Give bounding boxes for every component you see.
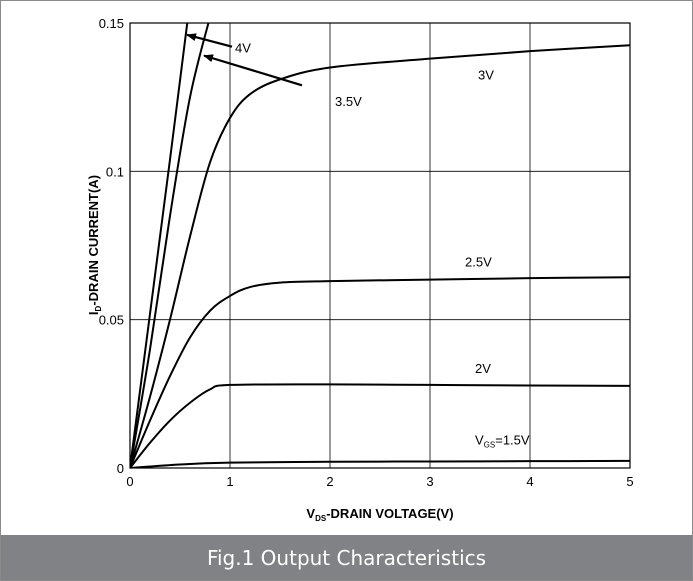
series-line-3-5v <box>130 23 210 468</box>
x-tick-label: 4 <box>526 474 533 489</box>
output-characteristics-chart: 0 1 2 3 4 5 0 0.05 0.1 0.15 VGS=1.5V 2V 2.5V 3V 4V 3.… <box>86 16 634 523</box>
annotation-label-1: 3.5V <box>335 94 362 109</box>
series-labels: VGS=1.5V 2V 2.5V 3V <box>465 67 530 449</box>
x-axis-label: VDS-DRAIN VOLTAGE(V) <box>306 506 453 523</box>
x-tick-label: 3 <box>426 474 433 489</box>
annotations: 4V 3.5V <box>186 33 362 109</box>
series-label-2v: 2V <box>475 361 491 376</box>
y-axis-label: ID-DRAIN CURRENT(A) <box>86 175 103 315</box>
y-tick-label: 0.15 <box>99 16 124 31</box>
y-tick-label: 0 <box>117 461 124 476</box>
x-tick-label: 1 <box>226 474 233 489</box>
series-line-4v <box>130 23 189 468</box>
grid <box>130 23 630 468</box>
series-line-2-5v <box>130 276 630 468</box>
figure-caption: Fig.1 Output Characteristics <box>206 545 487 570</box>
annotation-arrow-1 <box>203 54 303 87</box>
x-tick-label: 2 <box>326 474 333 489</box>
plot-area-border <box>129 22 631 469</box>
annotation-label-0: 4V <box>235 41 251 56</box>
series-line-3v <box>130 44 630 468</box>
series-line-2v <box>130 383 630 468</box>
annotation-arrow-0 <box>186 33 233 48</box>
y-tick-label: 0.05 <box>99 313 124 328</box>
series-label-v-1-5v: VGS=1.5V <box>475 432 530 449</box>
caption-bar: Fig.1 Output Characteristics <box>1 535 692 580</box>
x-tick-label: 0 <box>126 474 133 489</box>
x-tick-label: 5 <box>626 474 633 489</box>
series-label-3v: 3V <box>478 67 494 82</box>
tick-labels: 0 1 2 3 4 5 0 0.05 0.1 0.15 <box>99 16 634 489</box>
series-line-v-1-5v <box>130 459 630 468</box>
series-label-2-5v: 2.5V <box>465 254 492 269</box>
series-lines <box>130 23 630 468</box>
y-tick-label: 0.1 <box>106 164 124 179</box>
